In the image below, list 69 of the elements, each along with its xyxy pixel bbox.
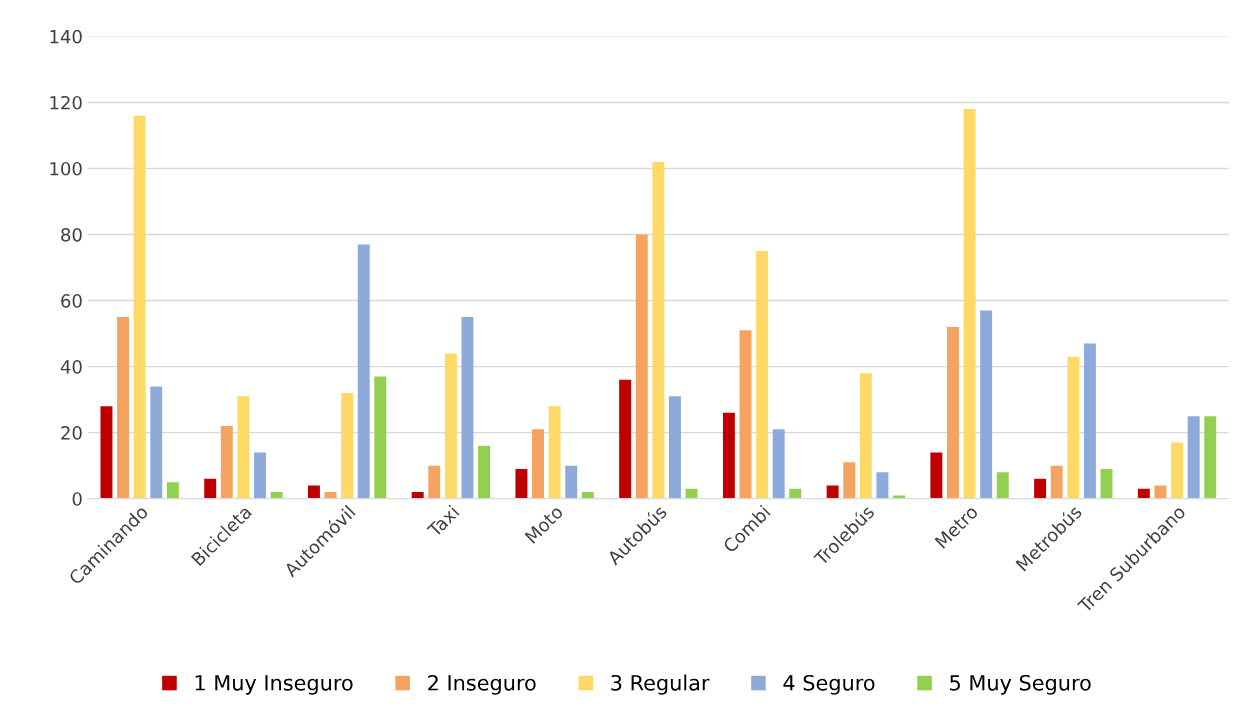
bar xyxy=(341,393,354,499)
bar xyxy=(893,495,905,499)
bar xyxy=(1034,478,1047,499)
bar xyxy=(581,492,594,499)
bar xyxy=(843,462,856,499)
bar xyxy=(789,488,802,499)
bar xyxy=(428,465,441,499)
bar xyxy=(1083,343,1096,499)
y-tick-label: 100 xyxy=(50,161,82,176)
bar xyxy=(756,251,769,499)
bar xyxy=(1067,356,1080,499)
x-tick-label: Taxi xyxy=(426,504,460,539)
bar xyxy=(635,234,648,499)
legend-label: 5 Muy Seguro xyxy=(950,674,1091,695)
bar xyxy=(100,406,113,499)
y-tick-label: 140 xyxy=(50,29,82,44)
bar xyxy=(515,468,528,499)
bar xyxy=(548,406,561,499)
bar xyxy=(565,465,578,499)
bar xyxy=(739,330,752,499)
bar xyxy=(478,445,491,499)
bar xyxy=(619,379,632,499)
bar xyxy=(1187,416,1200,499)
bar xyxy=(204,478,217,499)
bar xyxy=(963,109,976,499)
y-tick-label: 20 xyxy=(61,426,82,440)
y-tick-label: 60 xyxy=(61,294,82,308)
bar xyxy=(254,452,266,499)
bar xyxy=(930,452,943,499)
bar xyxy=(461,317,474,499)
bar xyxy=(357,244,370,499)
legend-label: 4 Seguro xyxy=(783,674,875,695)
bar xyxy=(826,485,839,499)
bar xyxy=(220,426,233,499)
bar xyxy=(772,429,785,499)
bar xyxy=(133,115,146,499)
bar xyxy=(374,376,387,499)
bar xyxy=(859,373,872,499)
bar xyxy=(1100,468,1113,499)
bar xyxy=(980,310,993,499)
y-tick-label: 120 xyxy=(50,95,82,110)
bar xyxy=(876,472,889,499)
bar xyxy=(652,161,665,499)
bar xyxy=(1171,442,1184,499)
bar xyxy=(996,472,1009,499)
bar xyxy=(270,492,283,499)
bar xyxy=(117,317,130,499)
y-tick-label: 0 xyxy=(72,492,82,506)
bar xyxy=(1154,485,1167,499)
bar xyxy=(722,412,735,499)
legend-label: 1 Muy Inseguro xyxy=(195,675,353,695)
bar xyxy=(307,485,320,499)
y-tick-label: 80 xyxy=(61,227,82,242)
bar xyxy=(668,396,681,499)
bar xyxy=(411,492,424,499)
bar xyxy=(444,353,457,499)
bar xyxy=(532,429,544,499)
bar xyxy=(150,386,163,499)
bar xyxy=(166,482,179,499)
legend-label: 3 Regular xyxy=(611,674,710,695)
bar xyxy=(1050,465,1063,499)
bar xyxy=(1137,488,1150,499)
y-tick-label: 40 xyxy=(60,360,82,374)
bar xyxy=(685,488,698,499)
legend-label: 2 Inseguro xyxy=(428,674,536,695)
bar xyxy=(1204,416,1217,499)
bar xyxy=(237,396,250,499)
bar xyxy=(947,326,959,499)
bar xyxy=(324,492,337,499)
